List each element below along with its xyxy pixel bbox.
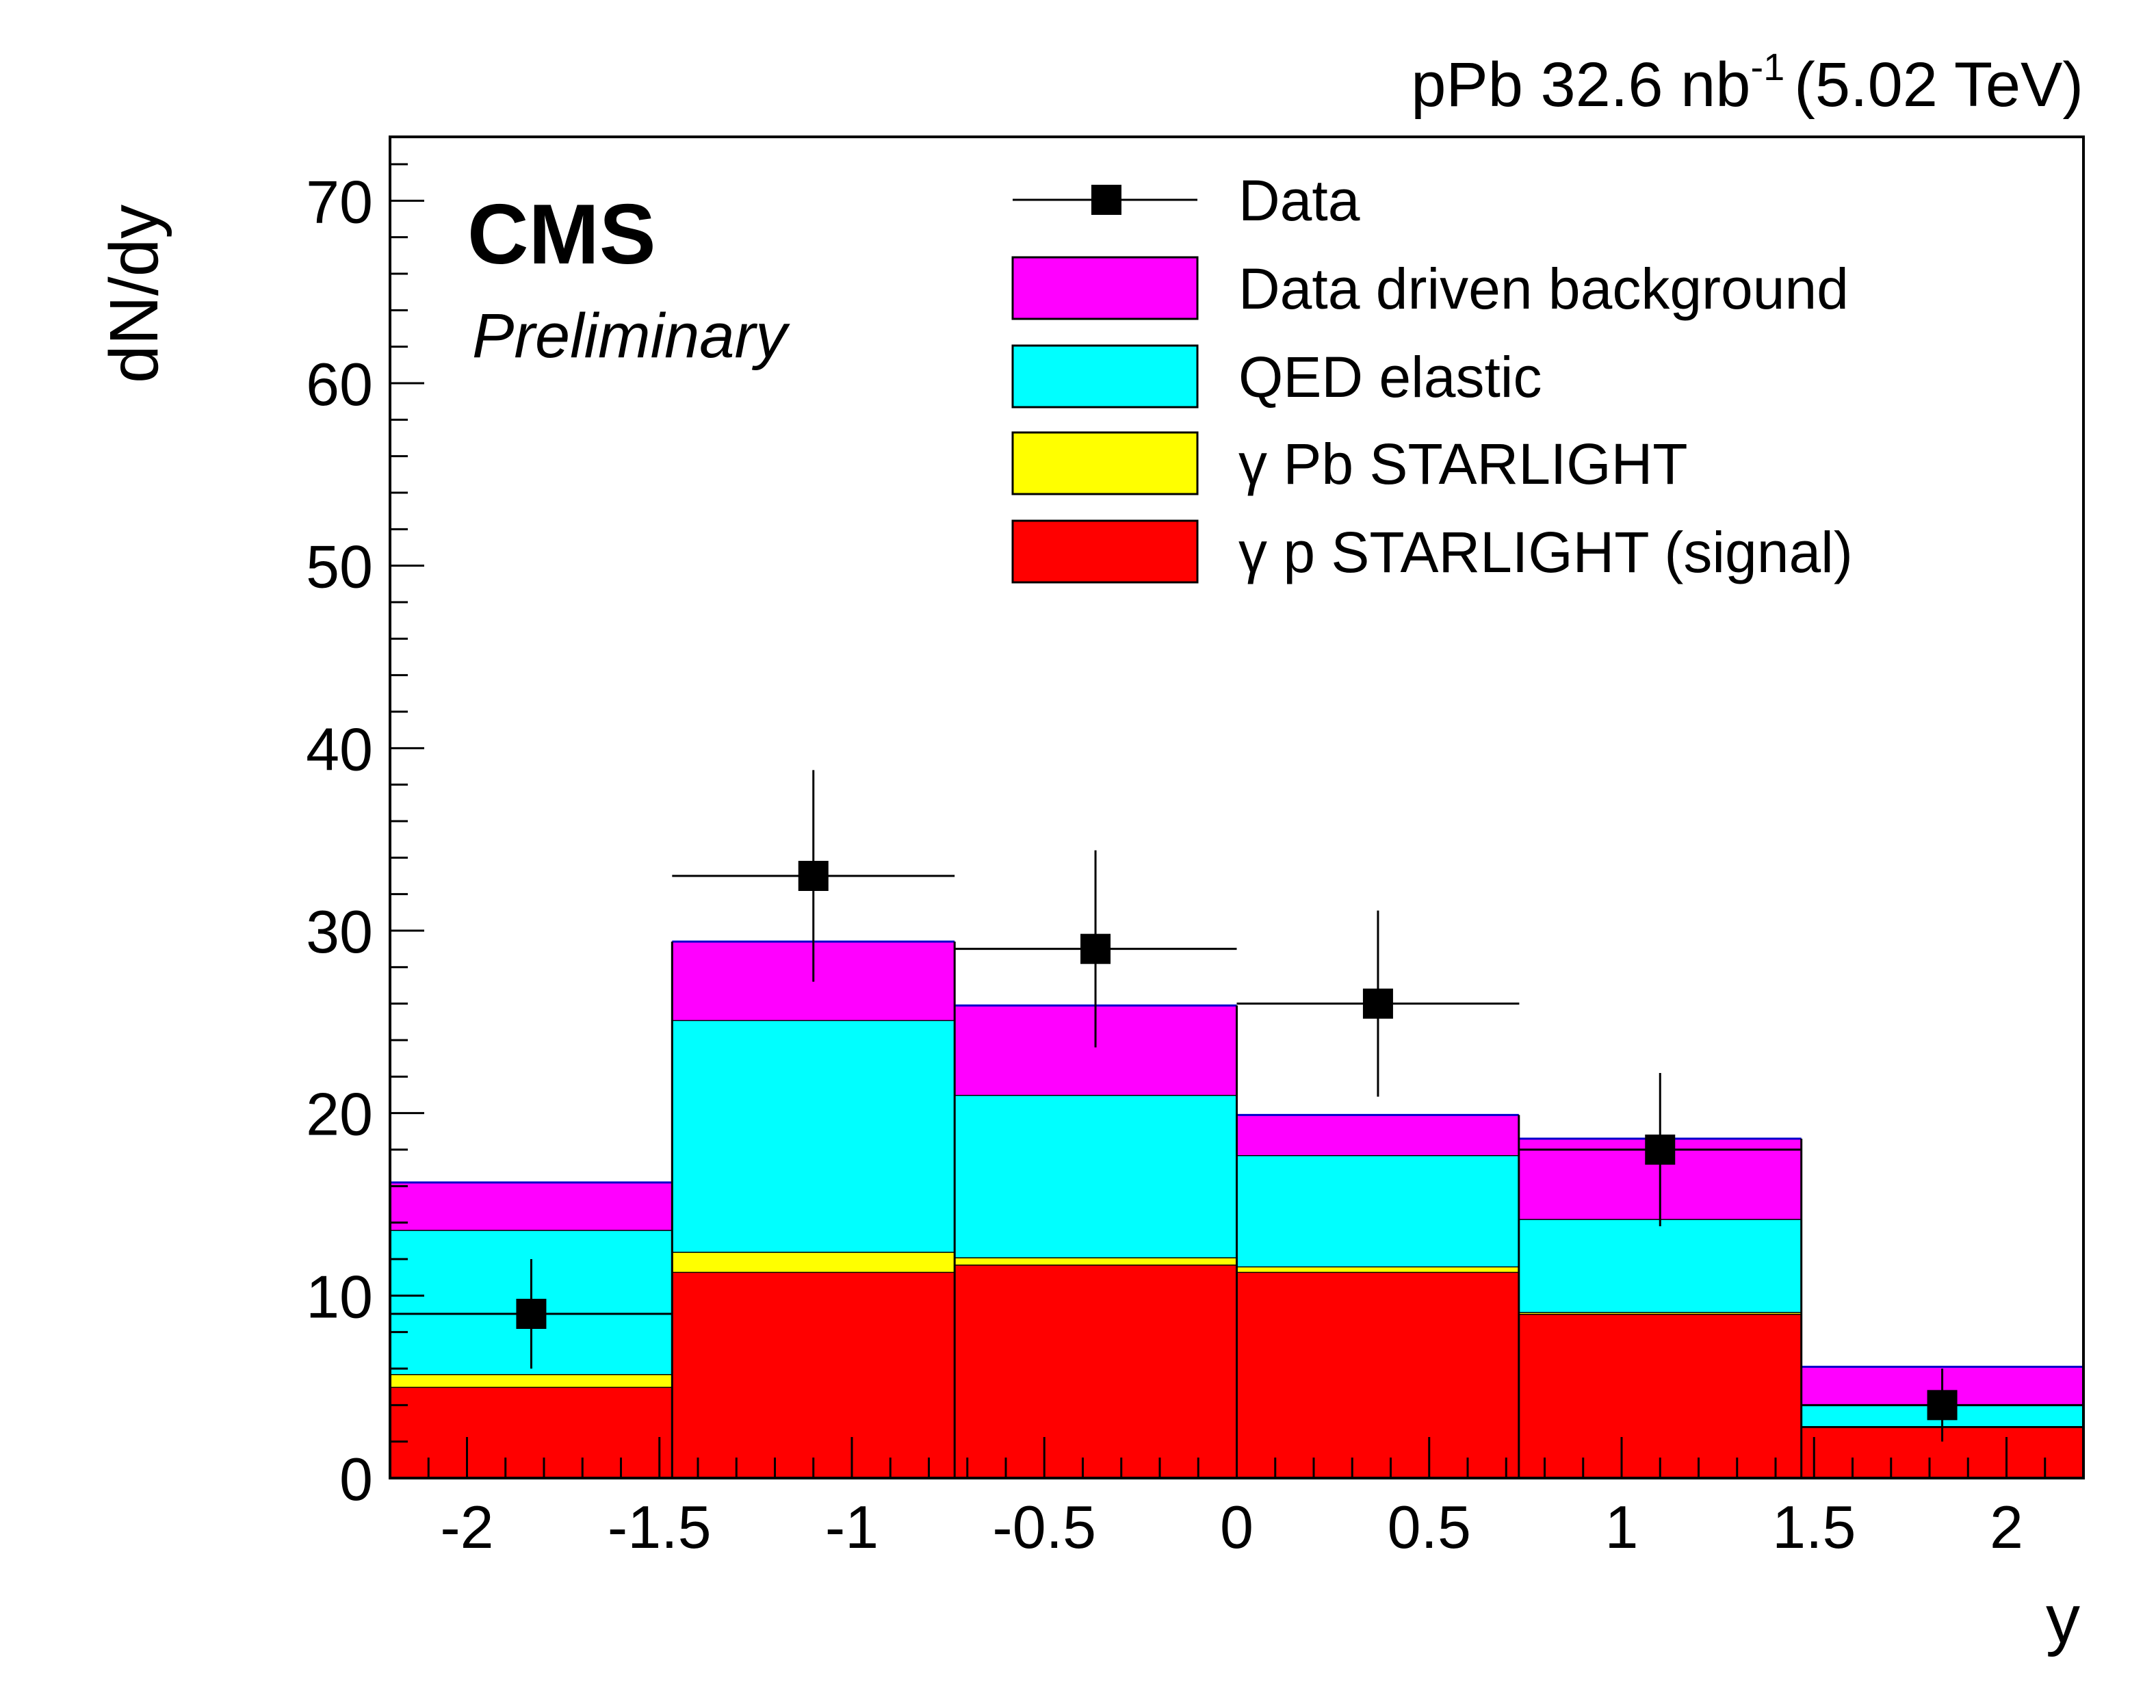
axis-layer: 0 10 20 30 40 50 60 70 -2 -1.5 -1 -0.5 0 0.5 1 1.5 2 (306, 163, 2085, 1561)
stack-bar-p-starlight-signal-3 (954, 1265, 1237, 1478)
header-left: pPb 32.6 nb (1411, 50, 1750, 120)
y-tick-label-20: 20 (306, 1081, 373, 1148)
stack-bar-pb-starlight-2 (672, 1252, 955, 1272)
stack-bar-data-driven-background-1 (390, 1182, 673, 1230)
preliminary-label: Preliminary (472, 301, 790, 371)
header-superscript: -1 (1750, 45, 1784, 88)
x-tick-label--1p5: -1.5 (608, 1493, 712, 1561)
y-tick-label-40: 40 (306, 715, 373, 783)
y-axis-title: dN/dy (96, 205, 172, 383)
header-label: pPb 32.6 nb-1 (5.02 TeV) (1411, 45, 2083, 120)
x-tick-label-0p5: 0.5 (1388, 1493, 1471, 1561)
x-axis-title: y (2046, 1581, 2080, 1657)
cms-label: CMS (467, 187, 656, 282)
stack-bar-qed-elastic-2 (672, 1020, 955, 1252)
stack-bar-pb-starlight-1 (390, 1374, 673, 1387)
stack-bar-pb-starlight-3 (954, 1257, 1237, 1265)
x-tick-label-2: 2 (1990, 1493, 2023, 1561)
y-tick-label-30: 30 (306, 898, 373, 966)
legend-label-qed-elastic: QED elastic (1238, 345, 1542, 409)
x-tick-label--1: -1 (825, 1493, 879, 1561)
x-tick-label--0p5: -0.5 (992, 1493, 1096, 1561)
data-point-2 (798, 861, 829, 891)
data-point-5 (1645, 1135, 1676, 1165)
legend-swatch-p-starlight-signal (1011, 519, 1199, 584)
stack-bar-pb-starlight-4 (1236, 1266, 1519, 1272)
y-tick-label-50: 50 (306, 533, 373, 601)
stack-bar-qed-elastic-5 (1518, 1219, 1802, 1312)
legend-label-p-starlight-signal: γ p STARLIGHT (signal) (1238, 520, 1853, 584)
legend-marker-data (1091, 185, 1121, 215)
legend-swatch-pb-starlight (1011, 431, 1199, 495)
stack-bar-p-starlight-signal-2 (672, 1271, 955, 1478)
data-point-4 (1362, 988, 1393, 1019)
x-tick-label-0: 0 (1220, 1493, 1254, 1561)
stack-bar-qed-elastic-3 (954, 1095, 1237, 1258)
y-tick-label-70: 70 (306, 168, 373, 235)
legend-label-data-driven-background: Data driven background (1238, 257, 1849, 321)
legend: Data Data driven background QED elastic γ P… (1011, 168, 1853, 584)
y-tick-label-60: 60 (306, 350, 373, 418)
stack-bar-p-starlight-signal-5 (1518, 1314, 1802, 1478)
stack-bar-data-driven-background-4 (1236, 1115, 1519, 1155)
data-point-6 (1927, 1390, 1958, 1421)
x-tick-label--2: -2 (440, 1493, 493, 1561)
header-right: (5.02 TeV) (1794, 50, 2083, 120)
data-point-1 (516, 1299, 547, 1329)
y-tick-label-10: 10 (306, 1263, 373, 1330)
legend-label-data: Data (1238, 168, 1360, 233)
x-tick-label-1: 1 (1605, 1493, 1639, 1561)
legend-swatch-data-driven-background (1011, 256, 1199, 320)
stack-layer (389, 940, 2085, 1478)
legend-label-pb-starlight: γ Pb STARLIGHT (1238, 432, 1688, 496)
legend-swatch-qed-elastic (1011, 344, 1199, 409)
stack-bar-p-starlight-signal-4 (1236, 1271, 1519, 1478)
data-layer (390, 770, 2083, 1442)
y-tick-label-0: 0 (339, 1445, 373, 1513)
stack-bar-p-starlight-signal-1 (390, 1386, 673, 1478)
x-tick-label-1p5: 1.5 (1772, 1493, 1856, 1561)
data-point-3 (1080, 933, 1111, 964)
stack-bar-qed-elastic-4 (1236, 1155, 1519, 1267)
